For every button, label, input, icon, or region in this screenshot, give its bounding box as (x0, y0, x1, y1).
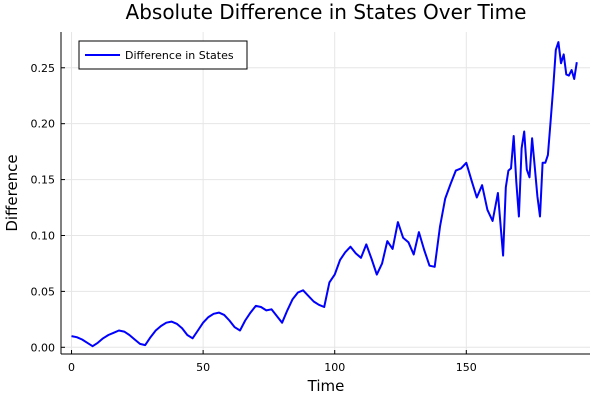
x-tick-label: 100 (324, 361, 345, 374)
y-tick-label: 0.05 (31, 285, 56, 298)
x-tick-label: 0 (68, 361, 75, 374)
y-tick-label: 0.15 (31, 174, 56, 187)
y-tick-label: 0.10 (31, 229, 56, 242)
x-tick-label: 50 (196, 361, 210, 374)
series-layer (71, 41, 578, 348)
y-tick-label: 0.00 (31, 341, 56, 354)
axes (60, 32, 590, 355)
x-axis-title: Time (307, 377, 345, 395)
chart-title: Absolute Difference in States Over Time (126, 0, 527, 24)
x-tick-label: 150 (456, 361, 477, 374)
series-line (71, 41, 578, 348)
legend: Difference in States (78, 40, 248, 70)
tick-labels: 0 50 100 150 0.00 0.05 0.10 0.15 0.20 0.25 (31, 62, 477, 374)
legend-label: Difference in States (125, 49, 234, 62)
y-axis-title: Difference (3, 154, 21, 231)
y-tick-label: 0.25 (31, 62, 56, 75)
y-tick-label: 0.20 (31, 118, 56, 131)
